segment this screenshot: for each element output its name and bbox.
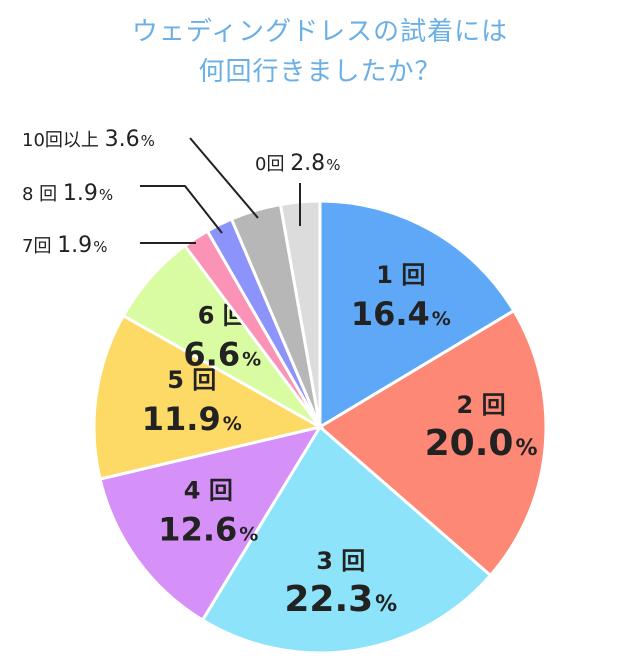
slice-value-label: 16.4% bbox=[351, 295, 451, 333]
pie-slice-5 bbox=[92, 313, 325, 481]
slice-label-group-3: 3 回 22.3% bbox=[284, 547, 397, 620]
chart-title: ウェディングドレスの試着には 何回行きましたか？ bbox=[0, 12, 640, 92]
slice-label-group-4: 4 回 12.6% bbox=[158, 477, 258, 549]
slice-value-label: 20.0% bbox=[425, 423, 538, 464]
slice-value-label: 12.6% bbox=[158, 511, 258, 549]
pie-slice-2 bbox=[317, 308, 548, 578]
slice-category-label: 5 回 bbox=[167, 366, 216, 394]
pie-slice-4 bbox=[98, 424, 324, 623]
slice-outside-label-7: 7回 1.9% bbox=[22, 233, 107, 258]
slice-category-label: 2 回 bbox=[457, 391, 506, 419]
slice-label-group-1: 1 回 16.4% bbox=[351, 261, 451, 333]
slice-value-label: 6.6% bbox=[183, 335, 261, 373]
slice-outside-label-10-plus: 10回以上 3.6% bbox=[22, 127, 155, 152]
pie-slice-1 bbox=[318, 199, 516, 430]
slice-label-group-5: 5 回 11.9% bbox=[142, 366, 242, 438]
slice-value-label: 11.9% bbox=[142, 400, 242, 438]
leader-line-10-plus bbox=[189, 137, 259, 219]
leader-line-8 bbox=[140, 185, 223, 234]
chart-title-line-1: ウェディングドレスの試着には bbox=[131, 17, 509, 47]
slice-label-group-2: 2 回 20.0% bbox=[425, 391, 538, 464]
slice-outside-label-8: 8 回 1.9% bbox=[22, 181, 113, 206]
slice-category-label: 4 回 bbox=[184, 477, 233, 505]
chart-title-line-2: 何回行きましたか？ bbox=[198, 57, 442, 87]
slice-outside-label-0: 0回 2.8% bbox=[255, 151, 340, 176]
slice-category-label: 1 回 bbox=[376, 261, 425, 289]
slice-value-label: 22.3% bbox=[284, 579, 397, 620]
slice-category-label: 3 回 bbox=[316, 547, 365, 575]
pie-slice-3 bbox=[200, 424, 493, 655]
